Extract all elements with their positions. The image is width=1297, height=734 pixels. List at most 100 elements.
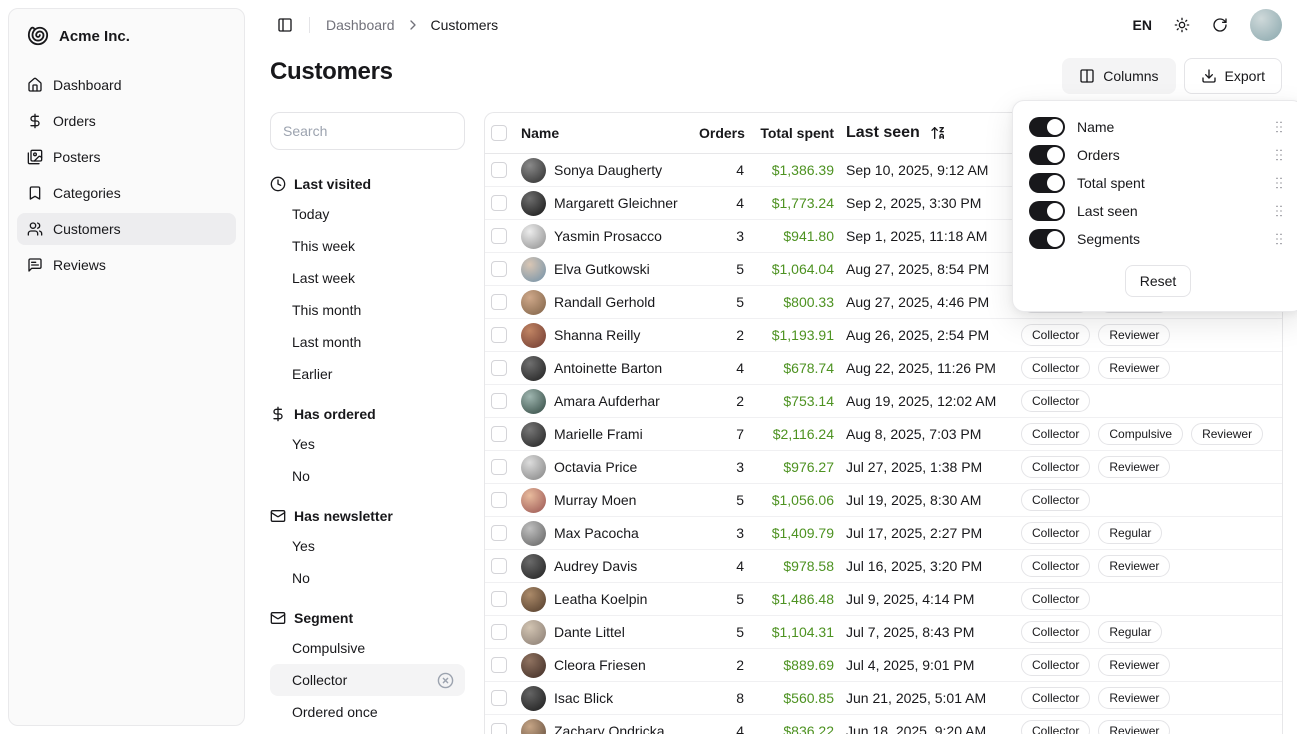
customer-name: Margarett Gleichner [554, 195, 678, 211]
filter-option-this-week[interactable]: This week [270, 230, 465, 262]
total-spent: $836.22 [783, 723, 834, 734]
sidebar-item-label: Reviews [53, 257, 106, 273]
toggle-switch[interactable] [1029, 145, 1065, 165]
drag-handle-icon[interactable] [1271, 203, 1287, 219]
total-spent: $2,116.24 [772, 426, 834, 442]
row-checkbox[interactable] [491, 327, 507, 343]
columns-menu: Name Orders Total spent Last seen Segments R… [1012, 100, 1297, 312]
columns-button[interactable]: Columns [1062, 58, 1176, 94]
row-checkbox[interactable] [491, 162, 507, 178]
filter-group-has-newsletter: Has newsletter Yes No [270, 506, 465, 594]
toggle-switch[interactable] [1029, 201, 1065, 221]
row-checkbox[interactable] [491, 393, 507, 409]
filter-option-yes[interactable]: Yes [270, 428, 465, 460]
filter-option-collector[interactable]: Collector [270, 664, 465, 696]
language-switcher[interactable]: EN [1132, 17, 1152, 33]
brand[interactable]: Acme Inc. [17, 23, 236, 47]
segment-badge: Regular [1098, 621, 1163, 643]
sidebar-item-customers[interactable]: Customers [17, 213, 236, 245]
row-checkbox[interactable] [491, 558, 507, 574]
filter-option-label: Yes [292, 436, 315, 452]
drag-handle-icon[interactable] [1271, 231, 1287, 247]
customer-avatar [521, 289, 546, 315]
filter-option-label: Last week [292, 270, 356, 286]
filters-panel: Last visited Today This week Last week This … [270, 112, 465, 728]
drag-handle-icon[interactable] [1271, 147, 1287, 163]
row-checkbox[interactable] [491, 492, 507, 508]
row-checkbox[interactable] [491, 624, 507, 640]
remove-filter-icon[interactable] [437, 672, 454, 689]
orders-count: 5 [736, 261, 744, 277]
customer-avatar [521, 685, 546, 711]
brand-logo-icon [27, 25, 49, 47]
column-toggle-row-total-spent: Total spent [1029, 169, 1287, 197]
theme-toggle-sun-icon[interactable] [1174, 17, 1190, 33]
last-seen: Aug 19, 2025, 12:02 AM [846, 393, 997, 409]
filter-option-label: This week [292, 238, 356, 254]
row-checkbox[interactable] [491, 228, 507, 244]
orders-count: 5 [736, 591, 744, 607]
table-row: Cleora Friesen 2 $889.69 Jul 4, 2025, 9:01 … [485, 649, 1282, 682]
filter-option-compulsive[interactable]: Compulsive [270, 632, 465, 664]
sidebar-item-categories[interactable]: Categories [17, 177, 236, 209]
export-button[interactable]: Export [1183, 58, 1282, 94]
toggle-switch[interactable] [1029, 229, 1065, 249]
column-header-orders[interactable]: Orders [699, 125, 745, 141]
drag-handle-icon[interactable] [1271, 175, 1287, 191]
row-checkbox[interactable] [491, 657, 507, 673]
row-checkbox[interactable] [491, 591, 507, 607]
customer-name: Sonya Daugherty [554, 162, 663, 178]
customer-name: Shanna Reilly [554, 327, 641, 343]
sidebar-item-orders[interactable]: Orders [17, 105, 236, 137]
column-header-last-seen[interactable]: Last seen [834, 124, 1021, 142]
sidebar-toggle-icon[interactable] [277, 17, 293, 33]
sidebar-item-posters[interactable]: Posters [17, 141, 236, 173]
total-spent: $1,064.04 [771, 261, 834, 277]
filter-option-yes[interactable]: Yes [270, 530, 465, 562]
orders-count: 2 [736, 393, 744, 409]
last-seen: Sep 2, 2025, 3:30 PM [846, 195, 982, 211]
filter-option-this-month[interactable]: This month [270, 294, 465, 326]
breadcrumb-parent[interactable]: Dashboard [326, 17, 395, 33]
table-row: Max Pacocha 3 $1,409.79 Jul 17, 2025, 2:27 … [485, 517, 1282, 550]
last-seen: Jul 27, 2025, 1:38 PM [846, 459, 983, 475]
row-checkbox[interactable] [491, 360, 507, 376]
row-checkbox[interactable] [491, 459, 507, 475]
column-toggle-row-last-seen: Last seen [1029, 197, 1287, 225]
reset-columns-button[interactable]: Reset [1124, 265, 1192, 297]
row-checkbox[interactable] [491, 723, 507, 734]
filter-option-earlier[interactable]: Earlier [270, 358, 465, 390]
total-spent: $1,193.91 [771, 327, 834, 343]
refresh-icon[interactable] [1212, 17, 1228, 33]
filter-option-ordered-once[interactable]: Ordered once [270, 696, 465, 728]
orders-count: 3 [736, 459, 744, 475]
user-avatar[interactable] [1250, 9, 1282, 41]
search-input[interactable] [270, 112, 465, 150]
row-checkbox[interactable] [491, 261, 507, 277]
row-checkbox[interactable] [491, 195, 507, 211]
segment-badge: Collector [1021, 522, 1091, 544]
filter-group-segment: Segment Compulsive Collector Ordered once [270, 608, 465, 728]
filter-option-last-week[interactable]: Last week [270, 262, 465, 294]
sidebar-item-reviews[interactable]: Reviews [17, 249, 236, 281]
row-checkbox[interactable] [491, 690, 507, 706]
filter-option-today[interactable]: Today [270, 198, 465, 230]
column-header-total-spent[interactable]: Total spent [760, 125, 834, 141]
row-checkbox[interactable] [491, 426, 507, 442]
table-row: Zachary Ondricka 4 $836.22 Jun 18, 2025, 9:… [485, 715, 1282, 734]
filter-option-last-month[interactable]: Last month [270, 326, 465, 358]
row-checkbox[interactable] [491, 525, 507, 541]
segment-badge: Collector [1021, 390, 1091, 412]
toggle-switch[interactable] [1029, 173, 1065, 193]
row-checkbox[interactable] [491, 294, 507, 310]
drag-handle-icon[interactable] [1271, 119, 1287, 135]
filter-option-no[interactable]: No [270, 562, 465, 594]
total-spent: $560.85 [783, 690, 834, 706]
filter-option-no[interactable]: No [270, 460, 465, 492]
sidebar-item-dashboard[interactable]: Dashboard [17, 69, 236, 101]
select-all-checkbox[interactable] [491, 125, 507, 141]
table-row: Sonya Daugherty 4 $1,386.39 Sep 10, 2025, 9… [485, 154, 1282, 187]
column-header-name[interactable]: Name [521, 125, 560, 141]
sort-descending-icon[interactable] [930, 125, 946, 141]
toggle-switch[interactable] [1029, 117, 1065, 137]
